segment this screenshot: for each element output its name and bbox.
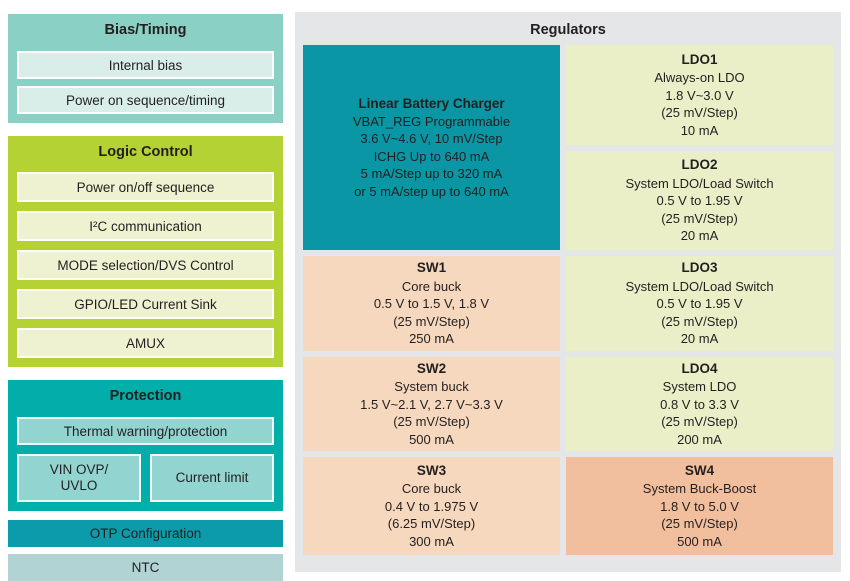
- protection-item-current-limit: Current limit: [150, 454, 274, 502]
- ldo3-specs: System LDO/Load Switch 0.5 V to 1.95 V (…: [625, 278, 774, 347]
- ldo1-specs: Always-on LDO 1.8 V~3.0 V (25 mV/Step) 1…: [654, 70, 745, 138]
- bias-timing-block: Bias/Timing Internal bias Power on seque…: [8, 14, 283, 123]
- sw3-title: SW3: [416, 462, 447, 478]
- linear-battery-charger-specs: VBAT_REG Programmable 3.6 V~4.6 V, 10 mV…: [352, 113, 511, 199]
- otp-configuration-bar: OTP Configuration: [8, 520, 283, 547]
- bias-timing-title: Bias/Timing: [104, 22, 187, 38]
- linear-battery-charger-title: Linear Battery Charger: [358, 95, 505, 111]
- ldo3-block: LDO3 System LDO/Load Switch 0.5 V to 1.9…: [566, 256, 833, 351]
- regulators-grid: Linear Battery Charger VBAT_REG Programm…: [303, 45, 833, 555]
- sw2-specs: System buck 1.5 V~2.1 V, 2.7 V~3.3 V (25…: [360, 379, 503, 447]
- ldo1-block: LDO1 Always-on LDO 1.8 V~3.0 V (25 mV/St…: [566, 45, 833, 145]
- ldo2-block: LDO2 System LDO/Load Switch 0.5 V to 1.9…: [566, 151, 833, 250]
- sw3-block: SW3 Core buck 0.4 V to 1.975 V (6.25 mV/…: [303, 457, 560, 555]
- sw1-block: SW1 Core buck 0.5 V to 1.5 V, 1.8 V (25 …: [303, 256, 560, 351]
- sw2-title: SW2: [416, 360, 447, 376]
- logic-item-i2c-communication: I²C communication: [17, 211, 274, 241]
- protection-block: Protection Thermal warning/protection VI…: [8, 380, 283, 511]
- left-column: Bias/Timing Internal bias Power on seque…: [8, 14, 283, 581]
- ldo3-title: LDO3: [681, 260, 718, 276]
- ldo4-block: LDO4 System LDO 0.8 V to 3.3 V (25 mV/St…: [566, 357, 833, 451]
- ldo2-specs: System LDO/Load Switch 0.5 V to 1.95 V (…: [625, 175, 774, 244]
- sw4-specs: System Buck-Boost 1.8 V to 5.0 V (25 mV/…: [642, 481, 757, 549]
- ldo1-title: LDO1: [681, 51, 718, 67]
- logic-control-title: Logic Control: [98, 144, 193, 160]
- logic-item-gpio-led-current-sink: GPIO/LED Current Sink: [17, 289, 274, 319]
- ldo4-title: LDO4: [681, 360, 718, 376]
- sw1-title: SW1: [416, 260, 447, 276]
- ntc-bar: NTC: [8, 554, 283, 581]
- bias-item-internal-bias: Internal bias: [17, 51, 274, 79]
- protection-item-thermal-warning: Thermal warning/protection: [17, 417, 274, 445]
- linear-battery-charger-block: Linear Battery Charger VBAT_REG Programm…: [303, 45, 560, 250]
- logic-item-mode-selection-dvs-control: MODE selection/DVS Control: [17, 250, 274, 280]
- ldo4-specs: System LDO 0.8 V to 3.3 V (25 mV/Step) 2…: [660, 379, 739, 447]
- sw4-title: SW4: [684, 462, 715, 478]
- sw2-block: SW2 System buck 1.5 V~2.1 V, 2.7 V~3.3 V…: [303, 357, 560, 451]
- protection-item-row: VIN OVP/ UVLO Current limit: [17, 454, 274, 502]
- sw3-specs: Core buck 0.4 V to 1.975 V (6.25 mV/Step…: [384, 481, 479, 549]
- logic-item-power-on-off-sequence: Power on/off sequence: [17, 172, 274, 202]
- logic-control-block: Logic Control Power on/off sequence I²C …: [8, 136, 283, 367]
- bias-item-power-on-sequence-timing: Power on sequence/timing: [17, 86, 274, 114]
- protection-item-vin-ovp-uvlo: VIN OVP/ UVLO: [17, 454, 141, 502]
- logic-item-amux: AMUX: [17, 328, 274, 358]
- sw1-specs: Core buck 0.5 V to 1.5 V, 1.8 V (25 mV/S…: [373, 278, 490, 347]
- ldo2-title: LDO2: [681, 157, 718, 173]
- sw4-block: SW4 System Buck-Boost 1.8 V to 5.0 V (25…: [566, 457, 833, 555]
- regulators-title: Regulators: [530, 22, 606, 38]
- protection-title: Protection: [109, 388, 182, 404]
- regulators-panel: Regulators Linear Battery Charger VBAT_R…: [295, 12, 841, 572]
